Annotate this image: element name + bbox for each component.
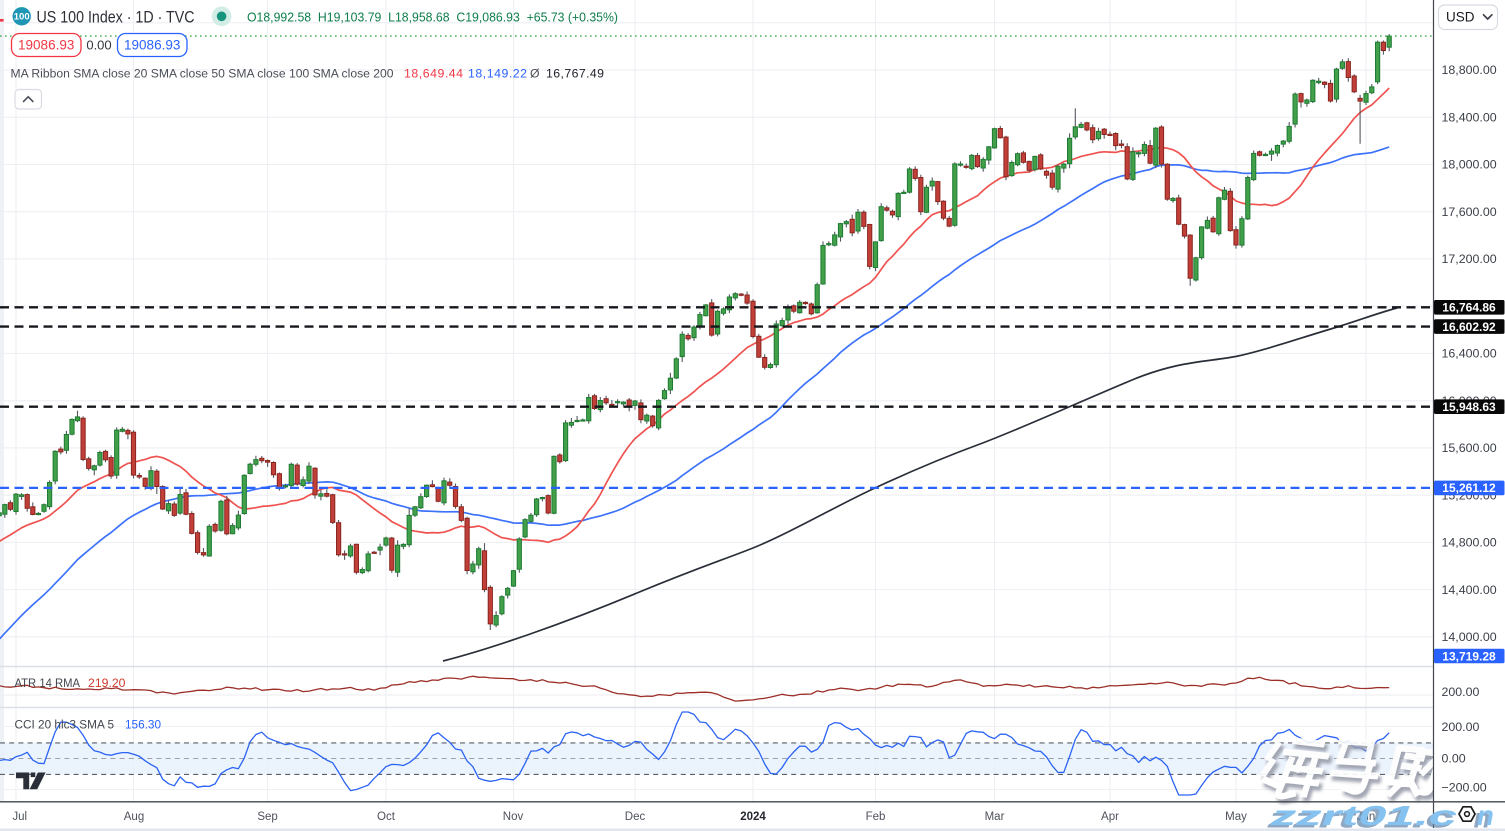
- svg-text:ATR 14 RMA: ATR 14 RMA: [15, 676, 81, 690]
- svg-text:156.30: 156.30: [125, 718, 161, 732]
- svg-text:16,400.00: 16,400.00: [1442, 347, 1497, 361]
- svg-text:Nov: Nov: [503, 811, 524, 823]
- svg-text:Jul: Jul: [12, 811, 27, 823]
- svg-text:2024: 2024: [740, 811, 766, 823]
- svg-text:O18,992.58 H19,103.79 L18,95: O18,992.58 H19,103.79 L18,958.68 C19,086…: [247, 10, 618, 25]
- svg-text:MA Ribbon SMA close 20 SMA clo: MA Ribbon SMA close 20 SMA close 50 SMA …: [11, 67, 394, 81]
- svg-text:Oct: Oct: [377, 811, 396, 823]
- svg-text:0.00: 0.00: [1442, 752, 1466, 766]
- svg-text:zzrt01.c: zzrt01.c: [1269, 800, 1457, 831]
- svg-text:0.00: 0.00: [86, 38, 111, 53]
- svg-text:18,649.44: 18,649.44: [404, 67, 463, 81]
- svg-text:Mar: Mar: [985, 811, 1005, 823]
- svg-text:Jun: Jun: [1357, 811, 1376, 823]
- svg-text:18,149.22: 18,149.22: [468, 67, 527, 81]
- svg-text:Feb: Feb: [866, 811, 886, 823]
- svg-text:16,767.49: 16,767.49: [546, 67, 604, 81]
- svg-text:15,600.00: 15,600.00: [1442, 441, 1497, 455]
- svg-text:May: May: [1225, 811, 1247, 823]
- svg-text:Sep: Sep: [257, 811, 277, 823]
- svg-text:zzrt01.c: zzrt01.c: [1266, 803, 1454, 831]
- svg-text:18,800.00: 18,800.00: [1442, 63, 1497, 77]
- svg-text:200.00: 200.00: [1442, 720, 1480, 734]
- svg-text:17,200.00: 17,200.00: [1442, 252, 1497, 266]
- svg-text:19086.93: 19086.93: [18, 38, 74, 53]
- svg-text:CCI 20 hlc3 SMA 5: CCI 20 hlc3 SMA 5: [15, 718, 115, 732]
- svg-text:n: n: [1474, 803, 1491, 831]
- svg-text:13,719.28: 13,719.28: [1442, 649, 1496, 663]
- svg-text:15,261.12: 15,261.12: [1442, 481, 1496, 495]
- svg-text:US 100 Index · 1D · TVC: US 100 Index · 1D · TVC: [37, 7, 195, 26]
- svg-text:18,000.00: 18,000.00: [1442, 158, 1497, 172]
- svg-text:17,600.00: 17,600.00: [1442, 205, 1497, 219]
- svg-text:14,400.00: 14,400.00: [1442, 583, 1497, 597]
- svg-text:14,000.00: 14,000.00: [1442, 630, 1497, 644]
- svg-text:18,400.00: 18,400.00: [1442, 110, 1497, 124]
- svg-text:219.20: 219.20: [88, 676, 126, 690]
- svg-text:200.00: 200.00: [1442, 685, 1480, 699]
- svg-text:14,800.00: 14,800.00: [1442, 536, 1497, 550]
- svg-text:15,948.63: 15,948.63: [1442, 400, 1496, 414]
- svg-text:Aug: Aug: [124, 811, 144, 823]
- svg-text:−200.00: −200.00: [1442, 781, 1487, 795]
- svg-text:16,764.86: 16,764.86: [1442, 301, 1496, 315]
- svg-text:n: n: [1477, 800, 1494, 831]
- svg-text:Apr: Apr: [1101, 811, 1119, 823]
- svg-text:USD: USD: [1446, 10, 1475, 25]
- svg-text:Dec: Dec: [625, 811, 646, 823]
- svg-text:Ø: Ø: [530, 67, 540, 81]
- svg-text:16,602.92: 16,602.92: [1442, 320, 1496, 334]
- svg-text:100: 100: [14, 12, 30, 23]
- svg-text:19086.93: 19086.93: [124, 38, 180, 53]
